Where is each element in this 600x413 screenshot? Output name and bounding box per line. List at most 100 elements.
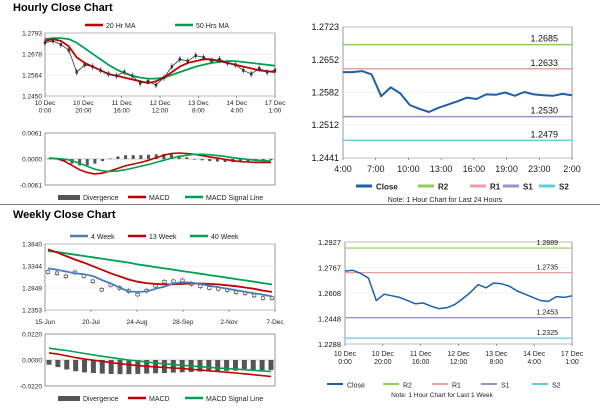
weekly-price-ytick-0: 1.3840 bbox=[22, 242, 42, 249]
weekly-macd-divergence-bar-6 bbox=[99, 360, 105, 374]
weekly-macd-line-macd bbox=[48, 352, 272, 378]
hourly-macd-divergence-bar-15 bbox=[162, 153, 166, 159]
hourly-price-xtick-5-date: 14 Dec bbox=[226, 100, 247, 107]
hourly-macd-line-macd bbox=[48, 152, 271, 175]
hourly-pivot-xtick-3: 13:00 bbox=[430, 164, 453, 174]
weekly-macd-divergence-bar-5 bbox=[90, 360, 96, 373]
weekly-price-legend-4-week-label: 4 Week bbox=[91, 234, 115, 241]
hourly-macd-divergence-bar-13 bbox=[147, 154, 151, 159]
hourly-pivot-note: Note: 1 Hour Chart for Last 24 Hours bbox=[388, 197, 503, 204]
hourly-price-legend-50hrs-ma-label: 50 Hrs MA bbox=[196, 23, 229, 30]
weekly-price-line-13-week bbox=[47, 248, 273, 293]
weekly-pivot-ytick-4: 1.2288 bbox=[318, 340, 341, 349]
weekly-price-candle-1 bbox=[54, 271, 60, 275]
weekly-macd-divergence-bar-14 bbox=[170, 360, 176, 373]
weekly-macd-divergence-bar-21 bbox=[232, 360, 238, 371]
weekly-macd-legend-signal-label: MACD Signal Line bbox=[206, 396, 263, 403]
weekly-macd-divergence-bar-7 bbox=[108, 360, 114, 374]
hourly-price-xtick-3-date: 12 Dec bbox=[150, 100, 171, 107]
weekly-macd-divergence-bar-25 bbox=[268, 360, 274, 371]
weekly-macd-divergence-bar-23 bbox=[250, 360, 256, 371]
hourly-pivot-xtick-0: 4:00 bbox=[334, 164, 352, 174]
weekly-section-title: Weekly Close Chart bbox=[13, 209, 116, 221]
weekly-price-candle-14 bbox=[171, 279, 176, 283]
hourly-price-ytick-3: 1.2450 bbox=[22, 94, 42, 101]
hourly-pivot-xtick-2: 10:00 bbox=[397, 164, 420, 174]
hourly-macd-divergence-bar-14 bbox=[154, 154, 158, 159]
weekly-price-candle-25 bbox=[269, 296, 275, 300]
weekly-price-candle-17 bbox=[198, 284, 203, 288]
weekly-macd-divergence-bar-8 bbox=[117, 360, 123, 375]
hourly-price-candle-0 bbox=[43, 41, 47, 45]
hourly-pivot-ytick-3: 1.2512 bbox=[311, 120, 339, 130]
hourly-pivot-xtick-1: 7:00 bbox=[367, 164, 385, 174]
weekly-pivot-xtick-0-time: 0:00 bbox=[338, 359, 352, 366]
weekly-pivot-line-close bbox=[344, 269, 573, 310]
weekly-price-ytick-2: 1.2849 bbox=[22, 285, 42, 292]
weekly-macd-divergence-bar-15 bbox=[179, 360, 185, 373]
hourly-macd-line-signal bbox=[49, 153, 272, 173]
hourly-macd-divergence-bar-17 bbox=[177, 155, 181, 159]
hourly-price-xtick-4-date: 13 Dec bbox=[188, 100, 209, 107]
hourly-pivot-ytick-0: 1.2723 bbox=[311, 22, 339, 32]
hourly-pivot-legend-s2-label: S2 bbox=[559, 183, 569, 192]
weekly-price-xtick-2: 24-Aug bbox=[127, 319, 148, 326]
hourly-macd-legend-divergence-swatch bbox=[58, 195, 80, 200]
weekly-pivot-ytick-1: 1.2767 bbox=[318, 264, 341, 273]
weekly-macd-legend-macd-label: MACD bbox=[149, 396, 170, 403]
weekly-price-candle-23 bbox=[251, 293, 257, 298]
weekly-price-candle-5 bbox=[90, 279, 95, 283]
weekly-pivot-xtick-1-time: 20:00 bbox=[374, 359, 392, 366]
hourly-pivot-ytick-2: 1.2582 bbox=[311, 88, 339, 98]
weekly-price-candle-21 bbox=[234, 290, 239, 295]
hourly-price-ytick-1: 1.2678 bbox=[22, 52, 42, 59]
weekly-macd-divergence-bar-2 bbox=[64, 360, 70, 370]
hourly-macd-divergence-bar-12 bbox=[139, 155, 143, 159]
weekly-price-legend-40-week-label: 40 Week bbox=[211, 234, 239, 241]
hourly-pivot-level-label-r2: 1.2685 bbox=[530, 34, 558, 44]
weekly-macd-divergence-bar-24 bbox=[259, 360, 265, 371]
weekly-macd-line-signal bbox=[48, 347, 272, 373]
weekly-pivot-legend-close-label: Close bbox=[347, 383, 365, 390]
weekly-macd-divergence-bar-22 bbox=[241, 360, 247, 371]
hourly-macd-divergence-bar-18 bbox=[185, 157, 189, 159]
hourly-price-xtick-3-time: 12:00 bbox=[152, 108, 169, 115]
hourly-macd-divergence-bar-29 bbox=[269, 159, 273, 161]
hourly-pivot-legend-r1-label: R1 bbox=[490, 183, 501, 192]
weekly-pivot-xtick-6-date: 17 Dec bbox=[561, 351, 584, 358]
weekly-macd-legend-divergence-label: Divergence bbox=[83, 396, 119, 403]
weekly-macd-divergence-bar-0 bbox=[46, 360, 52, 365]
weekly-pivot-xtick-5-time: 4:00 bbox=[527, 359, 541, 366]
hourly-price-ytick-2: 1.2564 bbox=[22, 73, 42, 80]
hourly-section-title: Hourly Close Chart bbox=[13, 2, 113, 14]
weekly-price-xtick-5: 7-Dec bbox=[266, 319, 284, 326]
hourly-price-xtick-5-time: 4:00 bbox=[230, 108, 243, 115]
hourly-macd-divergence-bar-22 bbox=[215, 159, 219, 162]
hourly-macd-divergence-bar-4 bbox=[78, 159, 82, 166]
hourly-price-xtick-6-time: 1:00 bbox=[269, 108, 282, 115]
weekly-macd-divergence-bar-10 bbox=[135, 360, 141, 374]
hourly-pivot-legend-s1-label: S1 bbox=[523, 183, 533, 192]
hourly-price-xtick-0-time: 0:00 bbox=[39, 108, 52, 115]
hourly-pivot-xtick-7: 2:00 bbox=[563, 164, 581, 174]
weekly-price-candle-24 bbox=[260, 296, 266, 300]
weekly-price-candle-6 bbox=[99, 288, 104, 292]
hourly-pivot-xtick-5: 19:00 bbox=[495, 164, 518, 174]
hourly-macd-ytick-2: -0.0061 bbox=[20, 183, 42, 190]
hourly-macd-divergence-bar-19 bbox=[192, 159, 196, 160]
weekly-pivot-xtick-4-date: 13 Dec bbox=[485, 351, 508, 358]
hourly-macd-divergence-bar-6 bbox=[93, 159, 97, 164]
weekly-pivot-legend-s1-label: S1 bbox=[501, 383, 510, 390]
weekly-price-legend-13-week-label: 13 Week bbox=[149, 234, 177, 241]
weekly-pivot-legend-s2-label: S2 bbox=[552, 383, 561, 390]
weekly-pivot-xtick-4-time: 8:00 bbox=[490, 359, 504, 366]
hourly-price-line-50hrs-ma bbox=[44, 37, 276, 80]
weekly-price-candle-10 bbox=[135, 292, 140, 297]
weekly-pivot-level-label-r1: 1.2735 bbox=[537, 265, 559, 272]
weekly-pivot-ytick-0: 1.2927 bbox=[318, 238, 341, 247]
hourly-pivot-level-label-s1: 1.2530 bbox=[530, 106, 558, 116]
section-divider bbox=[0, 204, 600, 205]
hourly-macd-divergence-bar-21 bbox=[208, 159, 212, 162]
hourly-price-line-close bbox=[44, 40, 276, 86]
